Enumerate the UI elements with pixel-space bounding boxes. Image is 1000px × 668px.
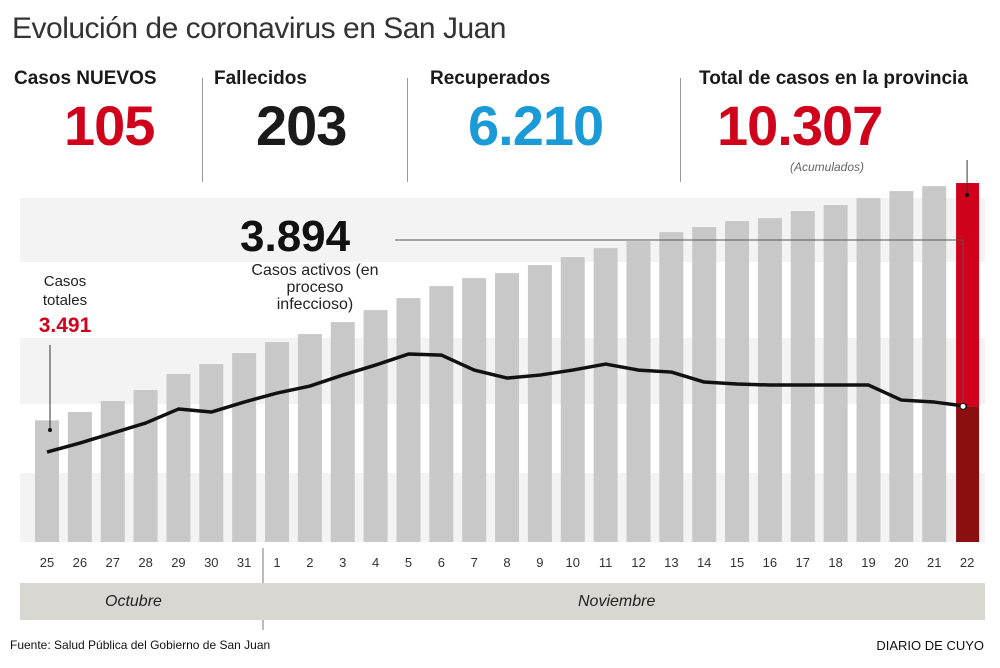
x-tick-label: 26 bbox=[73, 555, 87, 570]
page-title: Evolución de coronavirus en San Juan bbox=[12, 12, 507, 45]
active-leader-line bbox=[395, 239, 964, 407]
x-tick-label: 3 bbox=[339, 555, 346, 570]
divider bbox=[407, 78, 408, 182]
bar bbox=[396, 298, 421, 542]
x-tick-label: 13 bbox=[664, 555, 678, 570]
month-october: Octubre bbox=[105, 593, 162, 610]
stat-value-total: 10.307 bbox=[717, 94, 883, 157]
active-cases-value: 3.894 bbox=[240, 212, 351, 261]
bar bbox=[363, 310, 388, 542]
stat-note-total: (Acumulados) bbox=[790, 160, 865, 174]
x-tick-label: 6 bbox=[438, 555, 445, 570]
x-tick-label: 1 bbox=[273, 555, 280, 570]
divider bbox=[680, 78, 681, 182]
stat-value-recovered: 6.210 bbox=[468, 94, 604, 157]
bar bbox=[199, 364, 224, 542]
bar bbox=[429, 286, 454, 542]
bar bbox=[922, 186, 947, 542]
x-tick-label: 14 bbox=[697, 555, 711, 570]
bar bbox=[297, 334, 322, 542]
bar bbox=[166, 374, 191, 542]
bar bbox=[659, 232, 684, 543]
bar-highlight-total bbox=[956, 183, 980, 407]
stat-value-new: 105 bbox=[64, 94, 155, 157]
bar bbox=[527, 265, 552, 542]
month-bar bbox=[20, 583, 985, 620]
total-end-point bbox=[965, 193, 970, 197]
bar bbox=[593, 248, 618, 542]
stat-label-new: Casos NUEVOS bbox=[14, 68, 157, 89]
x-tick-label: 31 bbox=[237, 555, 251, 570]
x-tick-label: 28 bbox=[138, 555, 152, 570]
x-tick-label: 20 bbox=[894, 555, 908, 570]
stat-label-total: Total de casos en la provincia bbox=[699, 68, 968, 89]
x-tick-label: 30 bbox=[204, 555, 218, 570]
x-tick-label: 22 bbox=[960, 555, 974, 570]
bar bbox=[692, 227, 717, 543]
bar bbox=[757, 218, 782, 542]
bar bbox=[265, 342, 290, 542]
bar bbox=[823, 205, 848, 542]
x-tick-label: 27 bbox=[105, 555, 119, 570]
x-tick-label: 21 bbox=[927, 555, 941, 570]
bar bbox=[790, 211, 815, 542]
x-tick-label: 4 bbox=[372, 555, 379, 570]
x-tick-label: 10 bbox=[566, 555, 580, 570]
x-tick-label: 15 bbox=[730, 555, 744, 570]
active-cases-label: Casos activos (en proceso infeccioso) bbox=[251, 262, 379, 313]
x-tick-label: 18 bbox=[828, 555, 842, 570]
brand-credit: DIARIO DE CUYO bbox=[876, 638, 984, 653]
bar bbox=[889, 191, 914, 543]
total-cases-label: Casos totales bbox=[42, 273, 88, 309]
bar bbox=[626, 241, 651, 543]
x-tick-label: 19 bbox=[861, 555, 875, 570]
x-tick-label: 8 bbox=[503, 555, 510, 570]
divider bbox=[202, 78, 203, 182]
total-start-point bbox=[48, 428, 52, 432]
stat-value-deaths: 203 bbox=[256, 94, 347, 157]
bar bbox=[133, 390, 158, 542]
bar bbox=[856, 198, 881, 542]
x-tick-label: 25 bbox=[40, 555, 54, 570]
active-end-point bbox=[959, 402, 967, 410]
x-tick-label: 29 bbox=[171, 555, 185, 570]
x-tick-label: 17 bbox=[796, 555, 810, 570]
stat-label-deaths: Fallecidos bbox=[214, 68, 307, 89]
month-november: Noviembre bbox=[578, 593, 656, 610]
x-tick-label: 5 bbox=[405, 555, 412, 570]
bar bbox=[100, 401, 125, 542]
bar bbox=[725, 221, 750, 542]
bar bbox=[330, 322, 355, 542]
bar bbox=[495, 273, 520, 542]
stat-label-recovered: Recuperados bbox=[430, 68, 551, 89]
bar bbox=[462, 278, 487, 542]
bar bbox=[67, 412, 92, 542]
bar bbox=[560, 257, 585, 542]
x-tick-label: 16 bbox=[763, 555, 777, 570]
source-note: Fuente: Salud Pública del Gobierno de Sa… bbox=[10, 638, 271, 652]
bar bbox=[35, 420, 59, 542]
x-tick-label: 9 bbox=[536, 555, 543, 570]
bar bbox=[232, 353, 257, 542]
x-tick-label: 2 bbox=[306, 555, 313, 570]
total-cases-start-value: 3.491 bbox=[38, 314, 92, 337]
bar-highlight-active bbox=[956, 406, 980, 542]
active-cases-line bbox=[46, 352, 968, 454]
x-tick-label: 7 bbox=[471, 555, 478, 570]
x-tick-label: 11 bbox=[599, 555, 613, 570]
x-tick-label: 12 bbox=[631, 555, 645, 570]
